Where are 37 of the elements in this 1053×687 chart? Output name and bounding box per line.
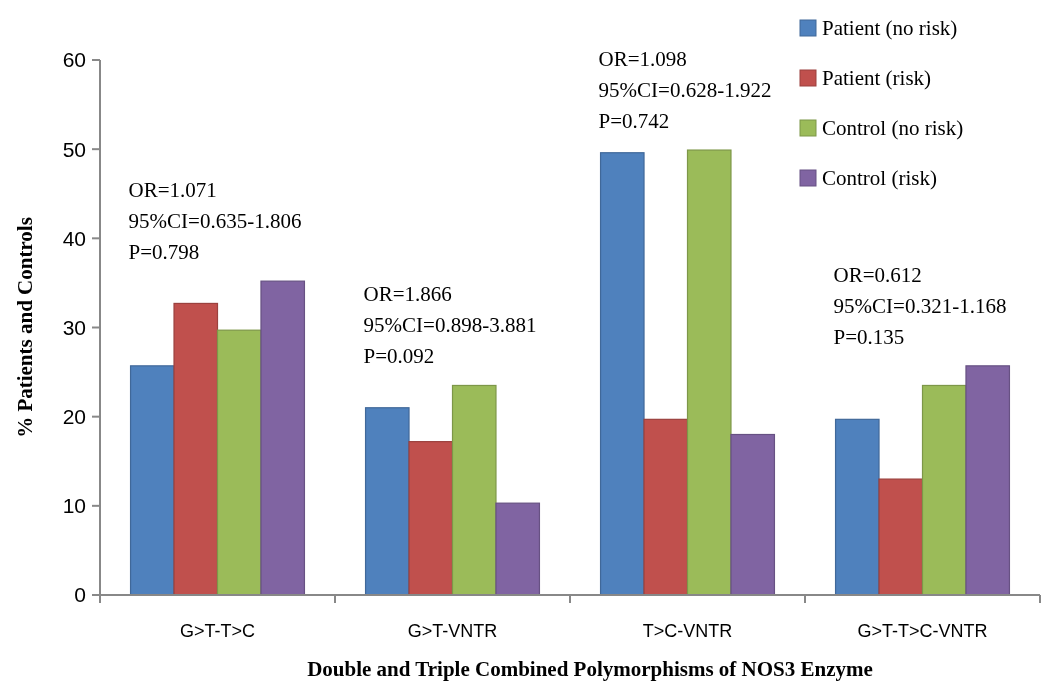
legend-label: Patient (risk) [822,66,932,91]
bar [408,441,454,596]
bar [216,329,262,596]
x-tick-label: G>T-T>C [179,621,256,641]
x-axis-title: Double and Triple Combined Polymorphisms of NOS3 Enzyme [307,657,873,681]
annotation: OR=1.071 95%CI=0.635-1.806 P=0.798 [128,178,302,265]
bar [730,433,776,596]
bar [599,152,645,596]
y-tick-label: 20 [62,405,86,429]
bar [173,302,219,596]
bar [965,365,1011,596]
legend-label: Patient (no risk) [822,16,958,41]
y-tick-label: 40 [62,226,86,250]
bar [129,365,175,596]
x-tick-label: T>C-VNTR [642,621,733,641]
legend-label: Control (no risk) [822,116,964,141]
x-tick-label: G>T-T>C-VNTR [857,621,988,641]
bar [878,478,924,596]
bar [643,418,689,596]
y-axis-title: % Patients and Controls [13,217,37,438]
bar [495,502,541,596]
y-tick-label: 0 [74,583,86,607]
y-tick-label: 60 [62,48,86,72]
x-tick-label: G>T-VNTR [407,621,498,641]
y-tick-label: 10 [62,494,86,518]
bar [451,384,497,596]
annotation: OR=1.098 95%CI=0.628-1.922 P=0.742 [598,47,772,134]
annotation: OR=0.612 95%CI=0.321-1.168 P=0.135 [833,262,1007,349]
y-tick-label: 30 [62,315,86,339]
annotation: OR=1.866 95%CI=0.898-3.881 P=0.092 [363,282,537,369]
bar [834,418,880,596]
y-tick-label: 50 [62,137,86,161]
bar [921,384,967,596]
bar [260,280,306,596]
legend-label: Control (risk) [822,166,937,191]
bar [686,149,732,596]
bar [364,407,410,596]
